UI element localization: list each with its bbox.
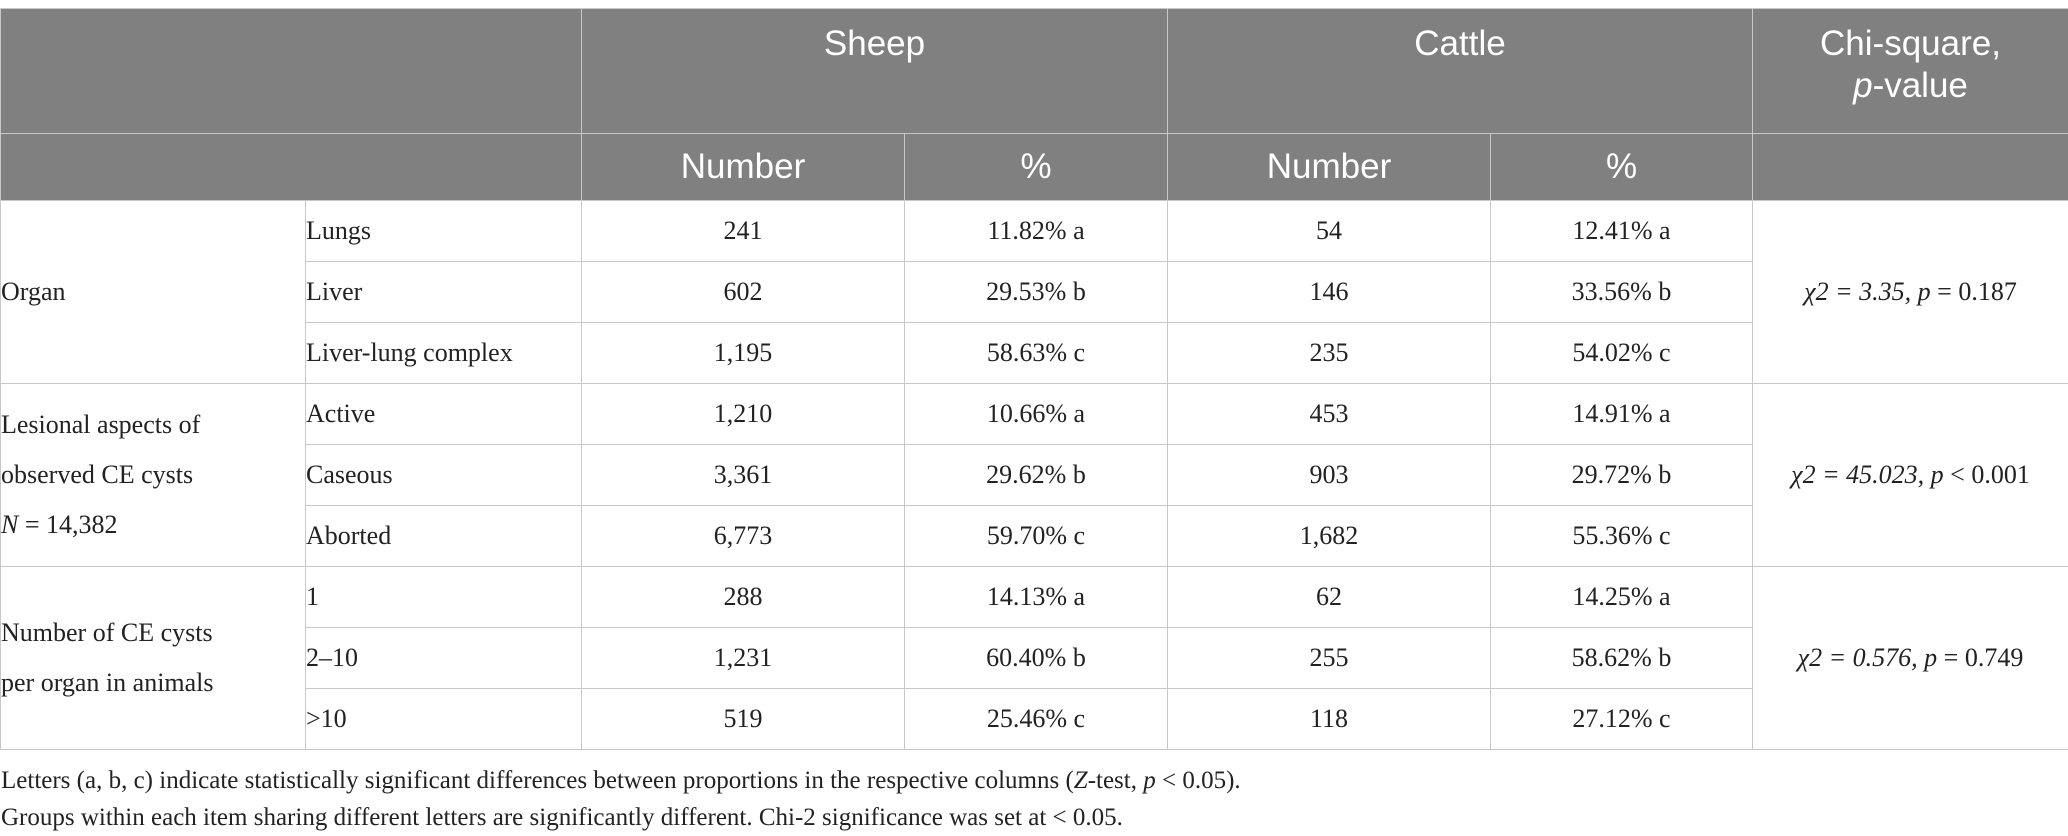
footnote-line-2: Groups within each item sharing differen…	[1, 799, 2068, 836]
header-chi-line2: -value	[1873, 66, 1968, 105]
sheep-percent: 11.82% a	[905, 201, 1168, 262]
row-item: 1	[306, 567, 582, 628]
sheep-percent: 10.66% a	[905, 384, 1168, 445]
sheep-number: 1,210	[582, 384, 905, 445]
cattle-percent: 14.25% a	[1491, 567, 1753, 628]
cattle-number: 235	[1168, 323, 1491, 384]
chi-square-cyst-count: χ2 = 0.576, p = 0.749	[1753, 567, 2068, 750]
sheep-percent: 58.63% c	[905, 323, 1168, 384]
cattle-percent: 55.36% c	[1491, 506, 1753, 567]
row-item: Liver-lung complex	[306, 323, 582, 384]
header-chi-square: Chi-square, p-value	[1753, 9, 2068, 134]
sheep-percent: 59.70% c	[905, 506, 1168, 567]
sheep-number: 288	[582, 567, 905, 628]
sheep-number: 1,195	[582, 323, 905, 384]
group-label-organ: Organ	[1, 201, 306, 384]
sheep-number: 6,773	[582, 506, 905, 567]
row-item: 2–10	[306, 628, 582, 689]
chi-square-lesional: χ2 = 45.023, p < 0.001	[1753, 384, 2068, 567]
sheep-number: 602	[582, 262, 905, 323]
table-row: Organ Lungs 241 11.82% a 54 12.41% a χ2 …	[1, 201, 2068, 262]
cattle-percent: 14.91% a	[1491, 384, 1753, 445]
cattle-number: 54	[1168, 201, 1491, 262]
cattle-number: 1,682	[1168, 506, 1491, 567]
cattle-percent: 29.72% b	[1491, 445, 1753, 506]
header-sheep-number: Number	[582, 134, 905, 201]
header-cattle: Cattle	[1168, 9, 1753, 134]
cattle-number: 146	[1168, 262, 1491, 323]
cattle-percent: 33.56% b	[1491, 262, 1753, 323]
cattle-number: 453	[1168, 384, 1491, 445]
sheep-number: 3,361	[582, 445, 905, 506]
row-item: >10	[306, 689, 582, 750]
header-cattle-percent: %	[1491, 134, 1753, 201]
data-table-container: Sheep Cattle Chi-square, p-value Number …	[0, 8, 2068, 836]
header-empty-cell-3	[1753, 134, 2068, 201]
chi-square-organ: χ2 = 3.35, p = 0.187	[1753, 201, 2068, 384]
table-footnotes: Letters (a, b, c) indicate statistically…	[0, 750, 2068, 836]
sheep-number: 519	[582, 689, 905, 750]
header-chi-p: p	[1853, 66, 1872, 105]
cattle-percent: 12.41% a	[1491, 201, 1753, 262]
sheep-percent: 29.53% b	[905, 262, 1168, 323]
row-item: Active	[306, 384, 582, 445]
results-table: Sheep Cattle Chi-square, p-value Number …	[0, 8, 2068, 750]
sheep-percent: 29.62% b	[905, 445, 1168, 506]
sheep-percent: 60.40% b	[905, 628, 1168, 689]
cattle-number: 118	[1168, 689, 1491, 750]
row-item: Aborted	[306, 506, 582, 567]
sheep-percent: 25.46% c	[905, 689, 1168, 750]
header-row-1: Sheep Cattle Chi-square, p-value	[1, 9, 2068, 134]
cattle-number: 903	[1168, 445, 1491, 506]
sheep-number: 1,231	[582, 628, 905, 689]
header-row-2: Number % Number %	[1, 134, 2068, 201]
header-empty-cell	[1, 9, 582, 134]
sheep-number: 241	[582, 201, 905, 262]
header-chi-line1: Chi-square,	[1820, 24, 2001, 63]
cattle-percent: 27.12% c	[1491, 689, 1753, 750]
header-sheep: Sheep	[582, 9, 1168, 134]
cattle-percent: 58.62% b	[1491, 628, 1753, 689]
header-cattle-number: Number	[1168, 134, 1491, 201]
header-empty-cell-2	[1, 134, 582, 201]
row-item: Liver	[306, 262, 582, 323]
row-item: Caseous	[306, 445, 582, 506]
sheep-percent: 14.13% a	[905, 567, 1168, 628]
row-item: Lungs	[306, 201, 582, 262]
cattle-percent: 54.02% c	[1491, 323, 1753, 384]
footnote-line-1: Letters (a, b, c) indicate statistically…	[1, 762, 2068, 799]
header-sheep-percent: %	[905, 134, 1168, 201]
cattle-number: 62	[1168, 567, 1491, 628]
cattle-number: 255	[1168, 628, 1491, 689]
